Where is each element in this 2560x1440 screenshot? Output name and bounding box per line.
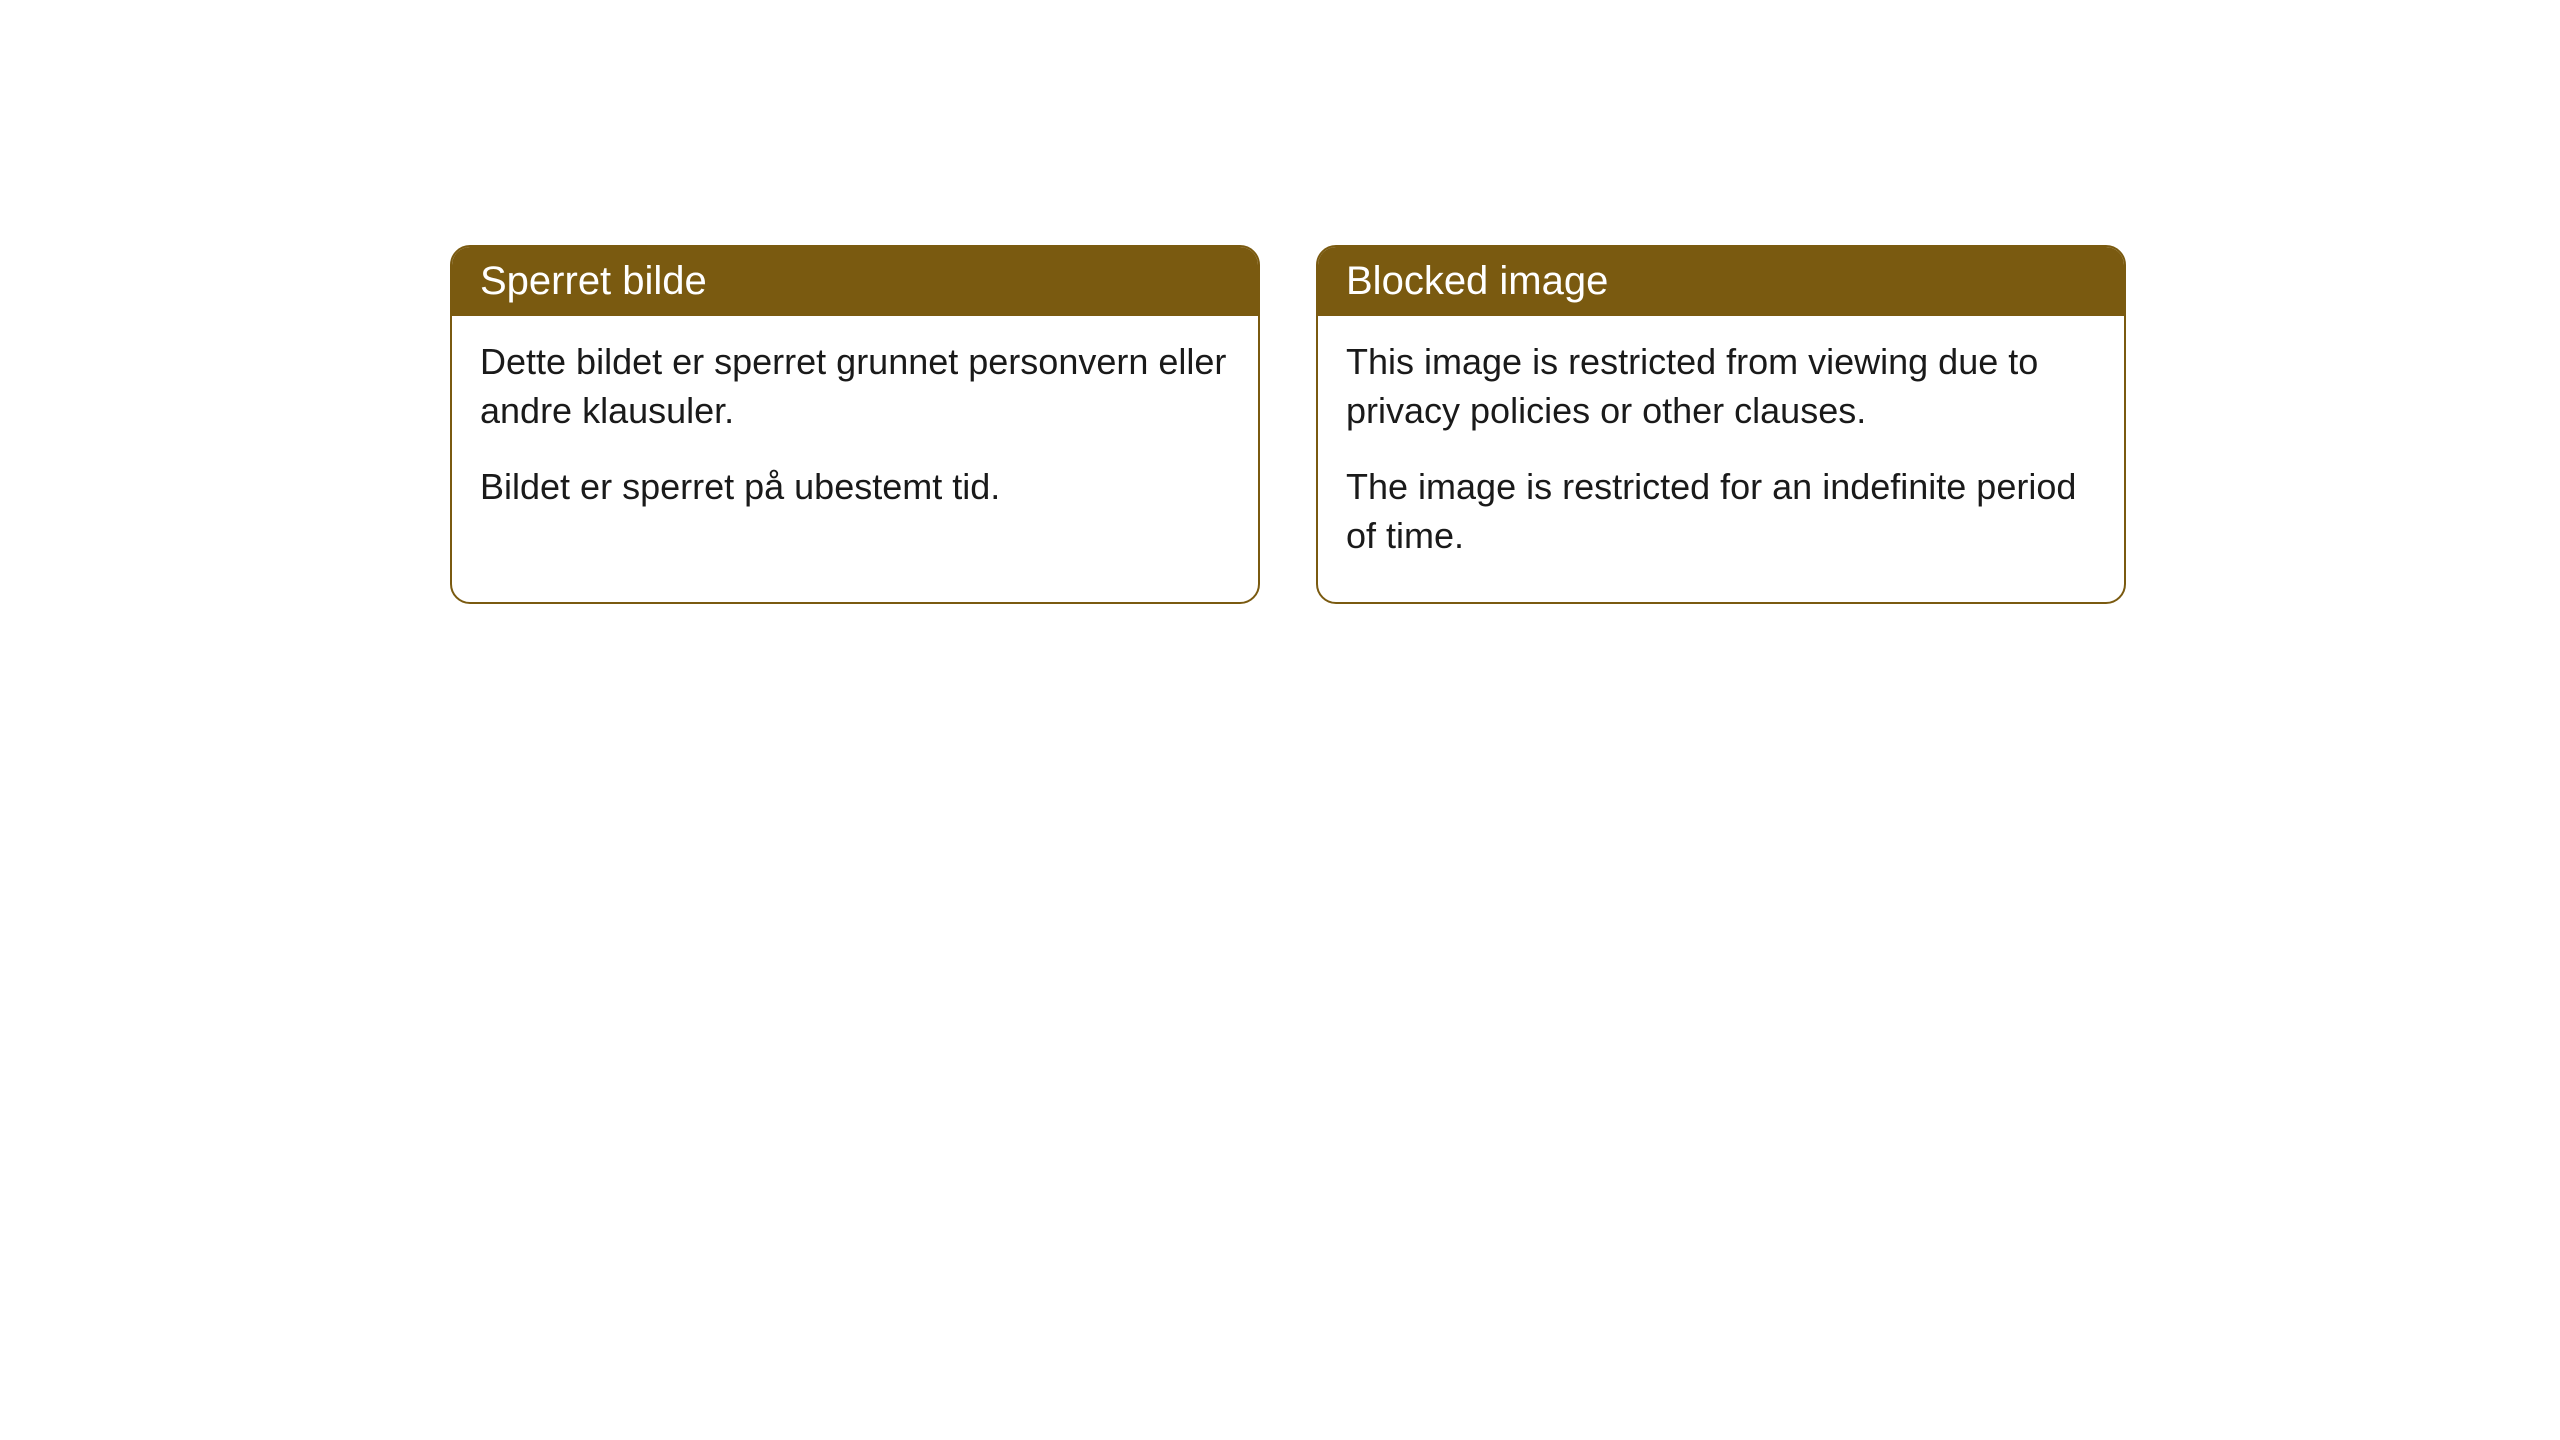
card-body: This image is restricted from viewing du…: [1318, 316, 2124, 602]
card-title: Sperret bilde: [452, 247, 1258, 316]
card-body: Dette bildet er sperret grunnet personve…: [452, 316, 1258, 554]
blocked-image-card-norwegian: Sperret bilde Dette bildet er sperret gr…: [450, 245, 1260, 604]
card-title: Blocked image: [1318, 247, 2124, 316]
card-paragraph: Dette bildet er sperret grunnet personve…: [480, 338, 1230, 435]
card-paragraph: Bildet er sperret på ubestemt tid.: [480, 463, 1230, 512]
card-paragraph: The image is restricted for an indefinit…: [1346, 463, 2096, 560]
card-paragraph: This image is restricted from viewing du…: [1346, 338, 2096, 435]
blocked-image-card-english: Blocked image This image is restricted f…: [1316, 245, 2126, 604]
card-container: Sperret bilde Dette bildet er sperret gr…: [0, 0, 2560, 604]
